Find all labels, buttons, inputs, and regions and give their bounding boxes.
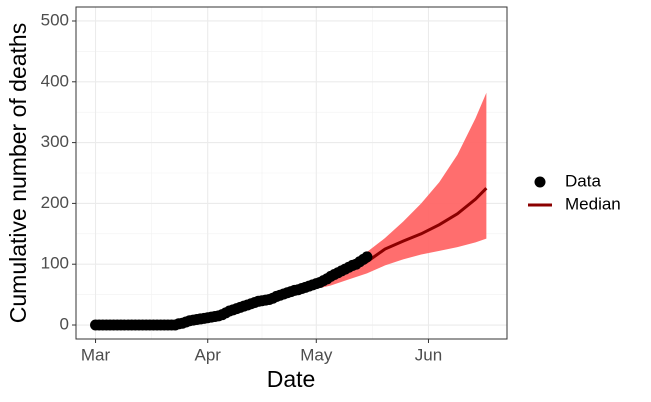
y-tick-label: 500	[41, 10, 69, 29]
y-tick-label: 0	[60, 314, 69, 333]
data-point	[361, 251, 373, 263]
legend: Data Median	[528, 171, 621, 213]
y-tick-label: 200	[41, 193, 69, 212]
x-tick-label: Jun	[415, 345, 442, 364]
legend-key	[534, 176, 546, 188]
y-tick-label: 300	[41, 132, 69, 151]
legend-label: Data	[565, 171, 601, 190]
panel-border	[75, 6, 508, 340]
y-tick-label: 400	[41, 71, 69, 90]
y-axis-title: Cumulative number of deaths	[5, 23, 31, 323]
legend-label: Median	[565, 194, 621, 213]
x-axis-title: Date	[267, 366, 316, 392]
x-tick-label: May	[300, 345, 333, 364]
x-tick-label: Apr	[194, 345, 221, 364]
axes: 0 100 200 300 400 500 Mar Apr May Jun	[41, 10, 443, 364]
x-tick-label: Mar	[81, 345, 111, 364]
y-tick-label: 100	[41, 254, 69, 273]
marks	[90, 92, 488, 331]
